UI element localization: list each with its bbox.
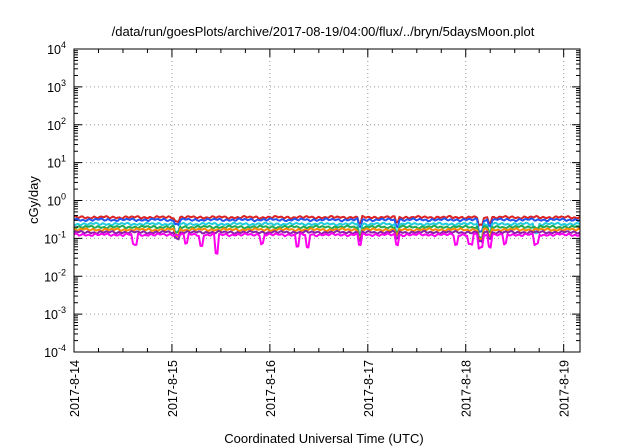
x-tick-label: 2017-8-16 bbox=[264, 360, 278, 417]
y-tick-label: 100 bbox=[47, 192, 66, 209]
y-axis-label: cGy/day bbox=[26, 176, 41, 224]
series-line bbox=[73, 224, 581, 239]
series-line bbox=[73, 232, 581, 255]
series-line bbox=[73, 227, 581, 241]
x-axis-ticks: 2017-8-14 2017-8-15 2017-8-16 2017-8-17 2017… bbox=[68, 49, 572, 417]
y-tick-label: 102 bbox=[47, 116, 66, 133]
y-tick-label: 10-1 bbox=[44, 229, 66, 246]
series-line bbox=[73, 217, 581, 233]
x-tick-label: 2017-8-17 bbox=[362, 360, 376, 417]
grid-lines bbox=[74, 49, 580, 352]
chart-title: /data/run/goesPlots/archive/2017-08-19/0… bbox=[112, 24, 535, 39]
x-tick-label: 2017-8-18 bbox=[460, 360, 474, 417]
y-tick-label: 104 bbox=[47, 40, 66, 57]
series-line bbox=[73, 221, 581, 240]
data-series bbox=[73, 214, 581, 255]
x-axis-label: Coordinated Universal Time (UTC) bbox=[224, 431, 423, 446]
y-tick-label: 10-4 bbox=[44, 343, 66, 360]
x-tick-label: 2017-8-19 bbox=[558, 360, 572, 417]
y-tick-label: 10-3 bbox=[44, 305, 66, 322]
y-tick-label: 10-2 bbox=[44, 267, 66, 284]
y-axis-ticks: 104 103 102 101 100 10-1 10-2 10-3 10-4 bbox=[44, 40, 580, 360]
y-tick-label: 103 bbox=[47, 78, 66, 95]
x-tick-label: 2017-8-15 bbox=[166, 360, 180, 417]
y-tick-label: 101 bbox=[47, 154, 66, 171]
x-tick-label: 2017-8-14 bbox=[68, 360, 82, 417]
